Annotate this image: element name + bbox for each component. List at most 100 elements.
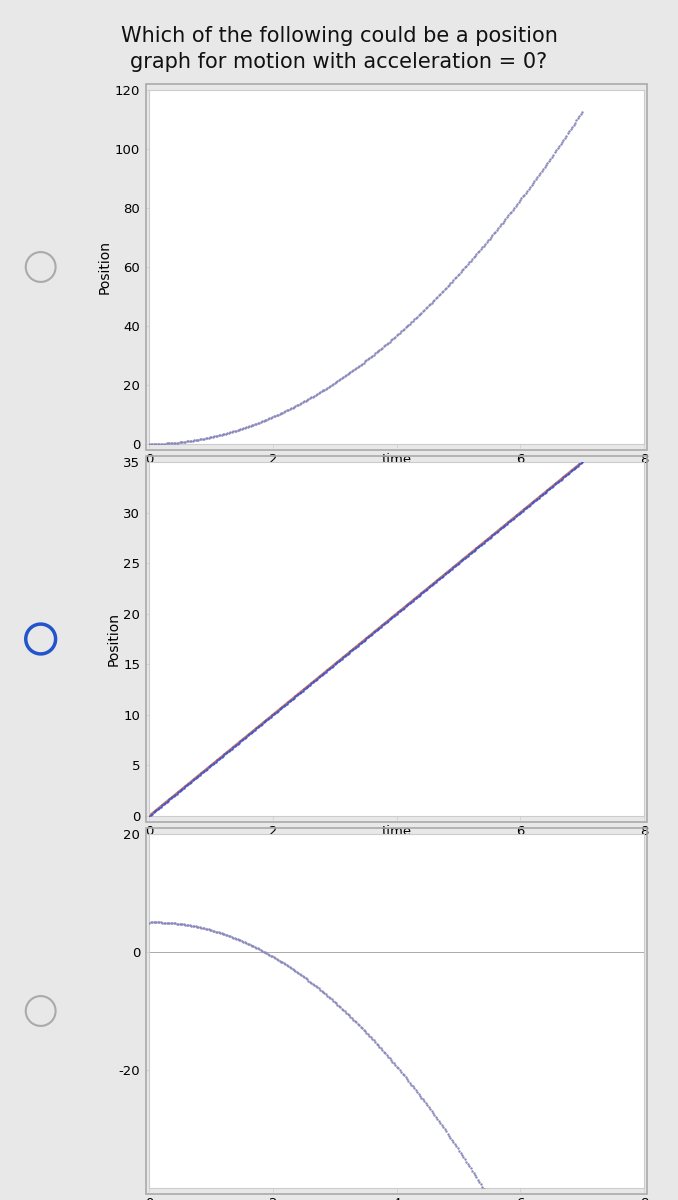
Point <box>168 786 179 805</box>
Point <box>273 404 283 424</box>
Point <box>151 434 162 454</box>
Point <box>176 433 186 452</box>
Point <box>289 960 300 979</box>
Point <box>473 242 483 262</box>
Point <box>446 272 457 292</box>
Point <box>344 1006 355 1025</box>
Point <box>339 367 350 386</box>
Point <box>451 556 462 575</box>
Point <box>536 486 547 505</box>
Point <box>413 586 424 605</box>
Point <box>264 409 275 428</box>
Point <box>206 920 217 940</box>
Point <box>367 1030 378 1049</box>
Point <box>559 467 570 486</box>
Point <box>323 660 334 679</box>
Point <box>180 776 191 796</box>
Point <box>325 989 336 1008</box>
Point <box>222 743 233 762</box>
Point <box>522 181 533 200</box>
Point <box>443 562 454 581</box>
Point <box>429 1105 440 1124</box>
Point <box>542 481 553 500</box>
Point <box>284 400 295 419</box>
Point <box>300 678 311 697</box>
Point <box>429 290 440 310</box>
Point <box>401 595 412 614</box>
Point <box>530 169 541 188</box>
Point <box>487 226 498 245</box>
Point <box>464 253 475 272</box>
Point <box>396 322 407 341</box>
Point <box>371 620 382 640</box>
Point <box>336 649 347 668</box>
Point <box>377 1040 388 1060</box>
Point <box>153 434 163 454</box>
Point <box>215 923 226 942</box>
Point <box>210 922 221 941</box>
Point <box>283 692 294 712</box>
Point <box>374 618 385 637</box>
Point <box>190 768 201 787</box>
Point <box>210 752 221 772</box>
Point <box>241 934 252 953</box>
Point <box>151 913 162 932</box>
Point <box>548 476 559 496</box>
Point <box>307 673 318 692</box>
Point <box>454 264 464 283</box>
Point <box>157 434 167 454</box>
Point <box>456 260 467 280</box>
Point <box>164 433 175 452</box>
Point <box>406 592 417 611</box>
Point <box>174 433 185 452</box>
Point <box>191 431 202 450</box>
Point <box>359 352 370 371</box>
Point <box>326 658 337 677</box>
Point <box>297 967 308 986</box>
Point <box>445 274 456 293</box>
Point <box>551 474 561 493</box>
Point <box>475 239 486 258</box>
Point <box>395 323 405 342</box>
Point <box>203 758 214 778</box>
Point <box>302 970 313 989</box>
Point <box>268 948 279 967</box>
Point <box>223 424 234 443</box>
Point <box>268 704 279 724</box>
Point <box>177 432 188 451</box>
Point <box>497 517 508 536</box>
Point <box>154 913 165 932</box>
Point <box>384 1049 395 1068</box>
Point <box>262 409 273 428</box>
Point <box>316 666 327 685</box>
Point <box>546 146 557 166</box>
Point <box>274 404 285 424</box>
Point <box>260 712 271 731</box>
Point <box>451 268 462 287</box>
Point <box>191 767 202 786</box>
Point <box>475 535 486 554</box>
Point <box>315 667 325 686</box>
Point <box>215 749 226 768</box>
Point <box>432 287 443 306</box>
Point <box>306 388 317 407</box>
Point <box>419 582 430 601</box>
Point <box>498 211 509 230</box>
Point <box>461 547 472 566</box>
Point <box>182 916 193 935</box>
Point <box>245 724 256 743</box>
Point <box>233 733 244 752</box>
Point <box>165 788 176 808</box>
Point <box>225 422 236 442</box>
Point <box>280 695 291 714</box>
Point <box>458 1147 469 1166</box>
Point <box>233 420 244 439</box>
Point <box>464 545 475 564</box>
Point <box>247 722 258 742</box>
Point <box>465 544 476 563</box>
Point <box>555 470 566 490</box>
Point <box>420 1093 431 1112</box>
Point <box>473 538 483 557</box>
Point <box>299 679 310 698</box>
Point <box>377 616 388 635</box>
